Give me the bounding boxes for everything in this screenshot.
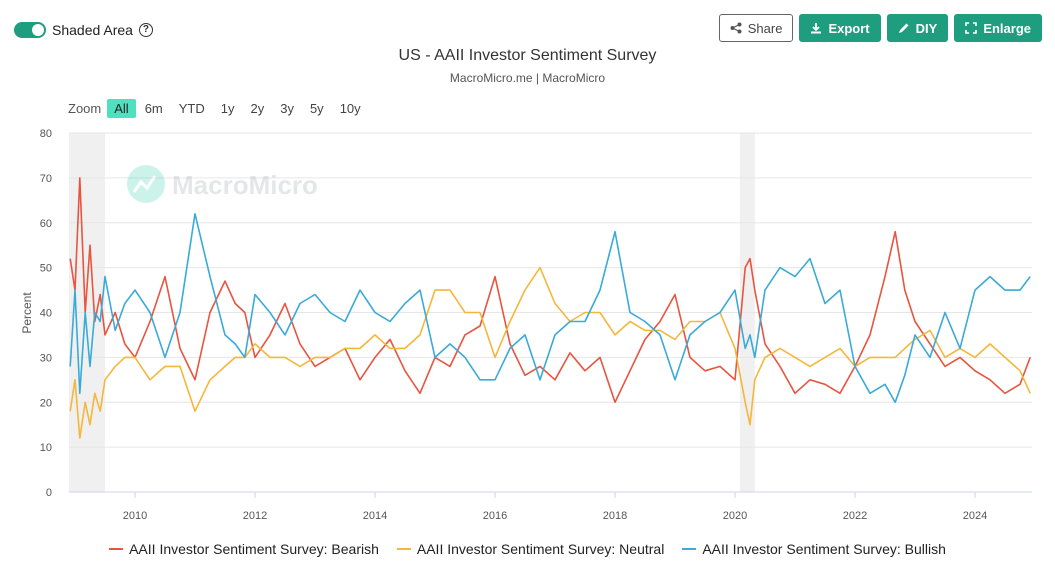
zoom-all-button[interactable]: All [107,99,136,118]
legend-item-bearish[interactable]: AAII Investor Sentiment Survey: Bearish [109,541,379,557]
enlarge-label: Enlarge [983,20,1031,36]
legend-swatch-bearish [109,548,124,550]
legend-label-neutral: AAII Investor Sentiment Survey: Neutral [416,541,665,557]
y-tick-label-20: 20 [40,397,52,409]
x-axis: 2010 2012 2014 2016 2018 2020 2022 2024 [69,491,1032,522]
pencil-icon [898,23,909,33]
legend: AAII Investor Sentiment Survey: Bearish … [0,541,1055,557]
zoom-5y-button[interactable]: 5y [309,101,324,116]
zoom-bar: Zoom All 6m YTD 1y 2y 3y 5y 10y [68,99,370,118]
toggle-knob [32,24,44,36]
diy-button[interactable]: DIY [886,14,949,42]
x-tick-label-2020: 2020 [723,510,747,522]
y-tick-label-70: 70 [40,173,52,185]
export-label: Export [828,20,870,36]
watermark-logo-icon [127,165,165,203]
legend-swatch-neutral [396,548,411,550]
legend-label-bullish: AAII Investor Sentiment Survey: Bullish [702,541,946,557]
y-tick-label-10: 10 [40,442,52,454]
series-lines [69,177,1031,439]
zoom-2y-button[interactable]: 2y [250,101,265,116]
y-tick-label-40: 40 [40,308,52,320]
chart-title: US - AAII Investor Sentiment Survey [398,47,657,64]
x-tick-label-2014: 2014 [363,510,387,522]
grid-lines [69,132,1032,493]
share-icon [730,22,742,34]
x-tick-label-2024: 2024 [963,510,987,522]
legend-item-neutral[interactable]: AAII Investor Sentiment Survey: Neutral [396,541,665,557]
help-icon[interactable]: ? [138,23,153,37]
shaded-area-label: Shaded Area [52,22,133,38]
y-tick-label-60: 60 [40,218,52,230]
x-tick-label-2010: 2010 [123,510,147,522]
zoom-label: Zoom [68,101,102,116]
zoom-10y-button[interactable]: 10y [339,101,361,116]
shaded-area-toggle-wrap: Shaded Area ? [14,22,153,38]
series-line-2 [69,213,1031,404]
y-tick-label-80: 80 [40,128,52,140]
watermark-chart-icon [132,175,157,193]
chart-subtitle: MacroMicro.me | MacroMicro [449,71,606,85]
download-icon [811,23,822,34]
zoom-ytd-button[interactable]: YTD [178,101,205,116]
legend-item-bullish[interactable]: AAII Investor Sentiment Survey: Bullish [682,541,946,557]
toolbar: Share Export DIY Enlarge [718,14,1042,42]
y-tick-label-50: 50 [40,263,52,275]
zoom-3y-button[interactable]: 3y [280,101,294,116]
share-button[interactable]: Share [718,14,794,42]
x-tick-label-2012: 2012 [243,510,267,522]
series-line-0 [69,177,1031,404]
y-axis-label: Percent [20,292,34,334]
legend-swatch-bullish [682,548,697,550]
series-line-1 [69,266,1031,439]
zoom-6m-button[interactable]: 6m [144,101,163,116]
shaded-area-toggle[interactable] [14,22,46,38]
enlarge-button[interactable]: Enlarge [954,14,1042,42]
y-axis: 0 10 20 30 40 50 60 70 80 [40,128,52,499]
x-tick-label-2016: 2016 [483,510,507,522]
zoom-1y-button[interactable]: 1y [220,101,235,116]
x-tick-label-2018: 2018 [603,510,627,522]
share-label: Share [747,20,783,36]
expand-icon [965,22,978,34]
legend-label-bearish: AAII Investor Sentiment Survey: Bearish [129,541,379,557]
x-tick-label-2022: 2022 [843,510,867,522]
watermark: MacroMicro [127,165,318,203]
y-tick-label-0: 0 [46,487,52,499]
watermark-text: MacroMicro [172,170,318,200]
export-button[interactable]: Export [799,14,881,42]
y-tick-label-30: 30 [40,352,52,364]
diy-label: DIY [915,20,938,36]
